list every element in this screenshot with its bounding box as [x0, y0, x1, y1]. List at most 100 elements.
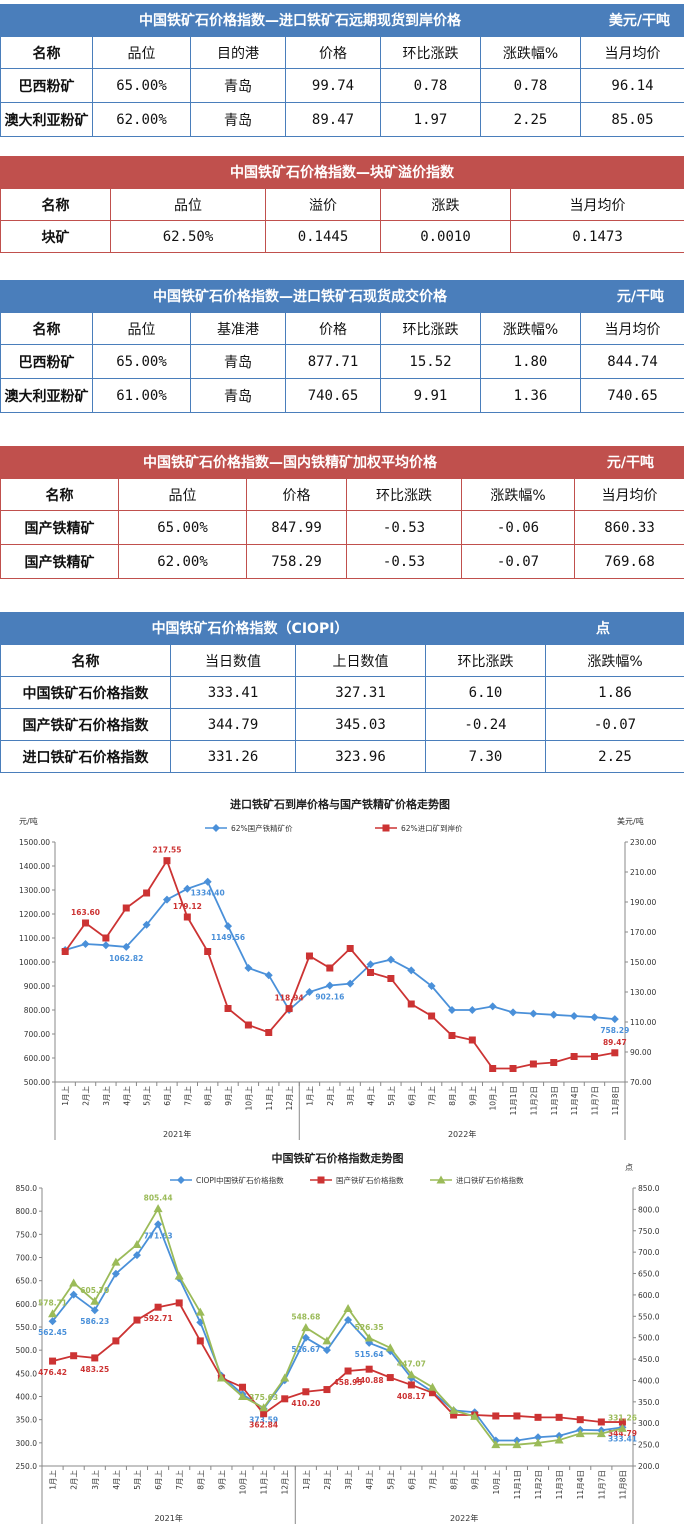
x-tick-label: 2月上 — [323, 1470, 332, 1490]
y-tick-label-left: 650.0 — [16, 1277, 38, 1286]
data-point — [142, 920, 151, 929]
data-point — [301, 1333, 310, 1342]
cell: 15.52 — [380, 344, 481, 379]
data-point — [163, 857, 171, 865]
y-tick-label-right: 210.00 — [630, 868, 656, 877]
data-point — [449, 1405, 459, 1414]
data-point — [492, 1412, 500, 1420]
data-label: 408.17 — [397, 1392, 426, 1401]
data-label: 118.94 — [275, 994, 304, 1003]
data-point — [322, 1346, 331, 1355]
table2-title: 中国铁矿石价格指数—块矿溢价指数 — [230, 165, 454, 181]
data-point — [153, 1204, 163, 1213]
data-point — [387, 975, 395, 982]
series-line — [51, 1222, 623, 1442]
data-point — [509, 1065, 517, 1072]
data-point — [364, 1333, 374, 1342]
cell: 99.74 — [285, 68, 381, 103]
x-tick-label: 4月上 — [367, 1086, 376, 1106]
cell: 62.00% — [92, 102, 191, 137]
data-point — [216, 1373, 226, 1382]
data-point — [301, 1323, 311, 1332]
cell: 65.00% — [92, 344, 191, 379]
x-tick-label: 9月上 — [468, 1086, 477, 1106]
data-label: 592.71 — [144, 1314, 173, 1323]
data-point — [101, 941, 110, 950]
y-tick-label-left: 700.0 — [16, 1254, 38, 1263]
data-point — [203, 877, 212, 886]
data-point — [597, 1418, 605, 1426]
data-point — [91, 1354, 99, 1362]
index-trend-chart: 中国铁矿石价格指数走势图 250.0 300.0 350.0 400.0 450.0 500… — [16, 1151, 660, 1524]
data-label: 578.71 — [38, 1299, 67, 1308]
y-tick-label-right: 350.0 — [638, 1398, 660, 1407]
table1-header: 中国铁矿石价格指数—进口铁矿石远期现货到岸价格 美元/干吨 — [0, 4, 684, 36]
col-grade: 品位 — [92, 312, 191, 345]
cell: 0.1473 — [510, 220, 684, 253]
data-point — [183, 884, 192, 893]
x-tick-label: 6月上 — [407, 1086, 416, 1106]
data-point — [48, 1317, 57, 1326]
x-tick-label: 11月2日 — [534, 1470, 543, 1499]
y-tick-label-left: 850.0 — [16, 1184, 38, 1193]
y-tick-label-left: 550.0 — [16, 1323, 38, 1332]
legend-marker — [177, 1176, 185, 1184]
data-point — [204, 948, 212, 955]
data-point — [407, 1381, 415, 1389]
data-label: 483.25 — [80, 1365, 109, 1374]
data-point — [407, 966, 416, 975]
data-label: 1062.82 — [109, 954, 143, 963]
data-point — [549, 1010, 558, 1019]
cell: 0.1445 — [265, 220, 381, 253]
data-point — [346, 979, 355, 988]
row-name: 块矿 — [0, 220, 111, 253]
x-tick-label: 10月上 — [492, 1470, 501, 1495]
data-point — [264, 971, 273, 980]
data-point — [448, 1032, 456, 1039]
col-price: 价格 — [285, 312, 381, 345]
cell: 1.80 — [480, 344, 581, 379]
x-tick-label: 6月上 — [407, 1470, 416, 1490]
y-tick-label-right: 700.0 — [638, 1248, 660, 1257]
y-tick-label-left: 600.0 — [16, 1300, 38, 1309]
y-tick-label-right: 110.00 — [630, 1018, 656, 1027]
cell: -0.07 — [461, 544, 575, 579]
table2-header-row: 名称 品位 溢价 涨跌 当月均价 — [0, 188, 684, 221]
data-point — [70, 1352, 78, 1360]
col-port: 目的港 — [190, 36, 286, 69]
data-point — [239, 1383, 247, 1391]
data-point — [367, 969, 375, 976]
data-point — [470, 1411, 480, 1420]
table1: 名称 品位 目的港 价格 环比涨跌 涨跌幅% 当月均价 巴西粉矿 65.00% … — [0, 36, 684, 137]
cell: 7.30 — [425, 740, 546, 773]
col-premium: 溢价 — [265, 188, 381, 221]
y-tick-label-right: 800.0 — [638, 1205, 660, 1214]
y-tick-label-right: 600.0 — [638, 1291, 660, 1300]
y-tick-label-left: 300.0 — [16, 1439, 38, 1448]
cell: 331.26 — [170, 740, 296, 773]
table-row: 巴西粉矿 65.00% 青岛 99.74 0.78 0.78 96.14 — [0, 68, 684, 103]
data-label: 605.70 — [80, 1286, 109, 1295]
y-tick-label-right: 500.0 — [638, 1334, 660, 1343]
table-row: 国产铁矿石价格指数 344.79 345.03 -0.24 -0.07 — [0, 708, 684, 741]
data-point — [281, 1395, 289, 1403]
data-label: 333.41 — [608, 1434, 637, 1443]
col-pct: 涨跌幅% — [461, 478, 575, 511]
data-point — [343, 1303, 353, 1312]
price-trend-chart: 进口铁矿石到岸价格与国产铁精矿价格走势图 500.00 600.00 700.00 80… — [19, 797, 656, 1140]
x-tick-label: 8月上 — [450, 1470, 459, 1490]
row-name: 巴西粉矿 — [0, 344, 93, 379]
data-point — [385, 1343, 395, 1352]
data-point — [196, 1337, 204, 1345]
y-tick-label-right: 750.0 — [638, 1227, 660, 1236]
x-tick-label: 9月上 — [471, 1470, 480, 1490]
legend-label: 国产铁矿石价格指数 — [336, 1175, 404, 1185]
cell: 65.00% — [92, 68, 191, 103]
data-label: 362.84 — [249, 1421, 278, 1430]
y-axis-label-right: 美元/吨 — [617, 816, 644, 826]
data-label: 331.26 — [608, 1413, 637, 1422]
col-name: 名称 — [0, 644, 171, 677]
data-point — [468, 1006, 477, 1014]
legend-marker — [436, 1175, 446, 1184]
data-point — [162, 895, 171, 904]
